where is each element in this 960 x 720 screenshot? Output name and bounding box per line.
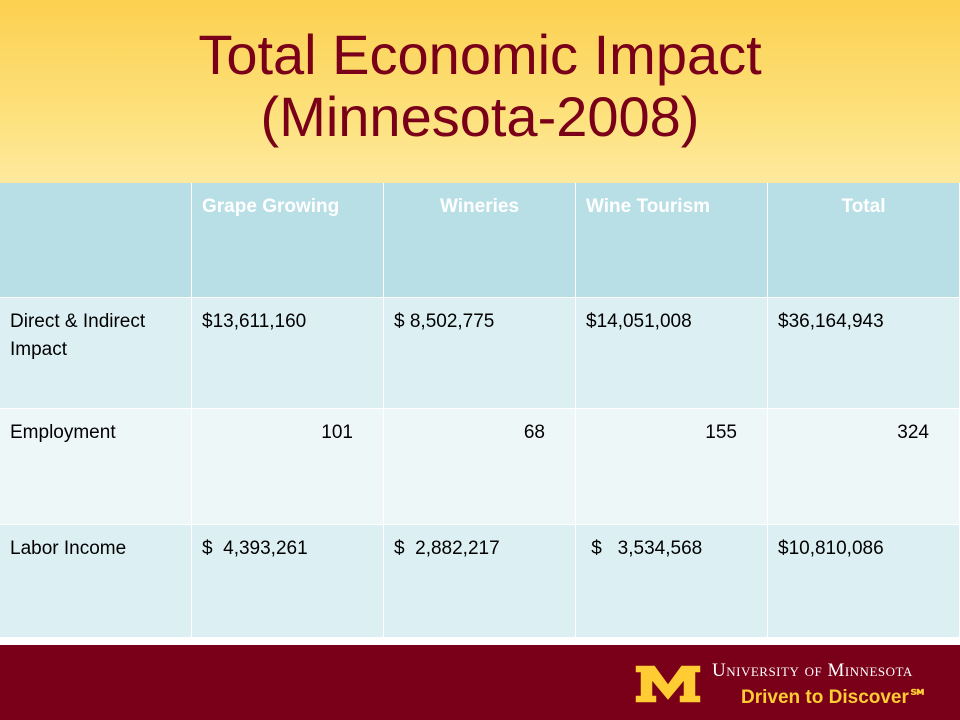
cell-wineries: 68 bbox=[384, 409, 576, 525]
cell-wineries: $ 8,502,775 bbox=[384, 298, 576, 409]
cell-total: $36,164,943 bbox=[768, 298, 960, 409]
row-label-employment: Employment bbox=[0, 409, 192, 525]
cell-wine-tourism: $ 3,534,568 bbox=[576, 525, 768, 638]
cell-wineries: $ 2,882,217 bbox=[384, 525, 576, 638]
tagline: Driven to Discover℠ bbox=[741, 687, 929, 708]
header-wine-tourism: Wine Tourism bbox=[576, 183, 768, 298]
cell-total: $10,810,086 bbox=[768, 525, 960, 638]
row-label-direct-indirect: Direct & Indirect Impact bbox=[0, 298, 192, 409]
cell-grape-growing: $ 4,393,261 bbox=[192, 525, 384, 638]
block-m-logo-icon bbox=[634, 664, 702, 704]
footer-divider bbox=[0, 637, 960, 645]
slide-title: Total Economic Impact (Minnesota-2008) bbox=[0, 24, 960, 148]
title-line-2: (Minnesota-2008) bbox=[260, 85, 700, 148]
footer-bar bbox=[0, 645, 960, 720]
cell-total: 324 bbox=[768, 409, 960, 525]
header-grape-growing: Grape Growing bbox=[192, 183, 384, 298]
header-total: Total bbox=[768, 183, 960, 298]
cell-wine-tourism: $14,051,008 bbox=[576, 298, 768, 409]
university-name: University of Minnesota bbox=[712, 660, 913, 681]
economic-impact-table: Grape Growing Wineries Wine Tourism Tota… bbox=[0, 183, 960, 638]
table-header-row: Grape Growing Wineries Wine Tourism Tota… bbox=[0, 183, 960, 298]
cell-grape-growing: $13,611,160 bbox=[192, 298, 384, 409]
table-row: Labor Income $ 4,393,261 $ 2,882,217 $ 3… bbox=[0, 525, 960, 638]
table-row: Direct & Indirect Impact $13,611,160 $ 8… bbox=[0, 298, 960, 409]
row-label-labor-income: Labor Income bbox=[0, 525, 192, 638]
header-empty-cell bbox=[0, 183, 192, 298]
header-wineries: Wineries bbox=[384, 183, 576, 298]
cell-grape-growing: 101 bbox=[192, 409, 384, 525]
title-line-1: Total Economic Impact bbox=[198, 23, 762, 86]
cell-wine-tourism: 155 bbox=[576, 409, 768, 525]
table-row: Employment 101 68 155 324 bbox=[0, 409, 960, 525]
